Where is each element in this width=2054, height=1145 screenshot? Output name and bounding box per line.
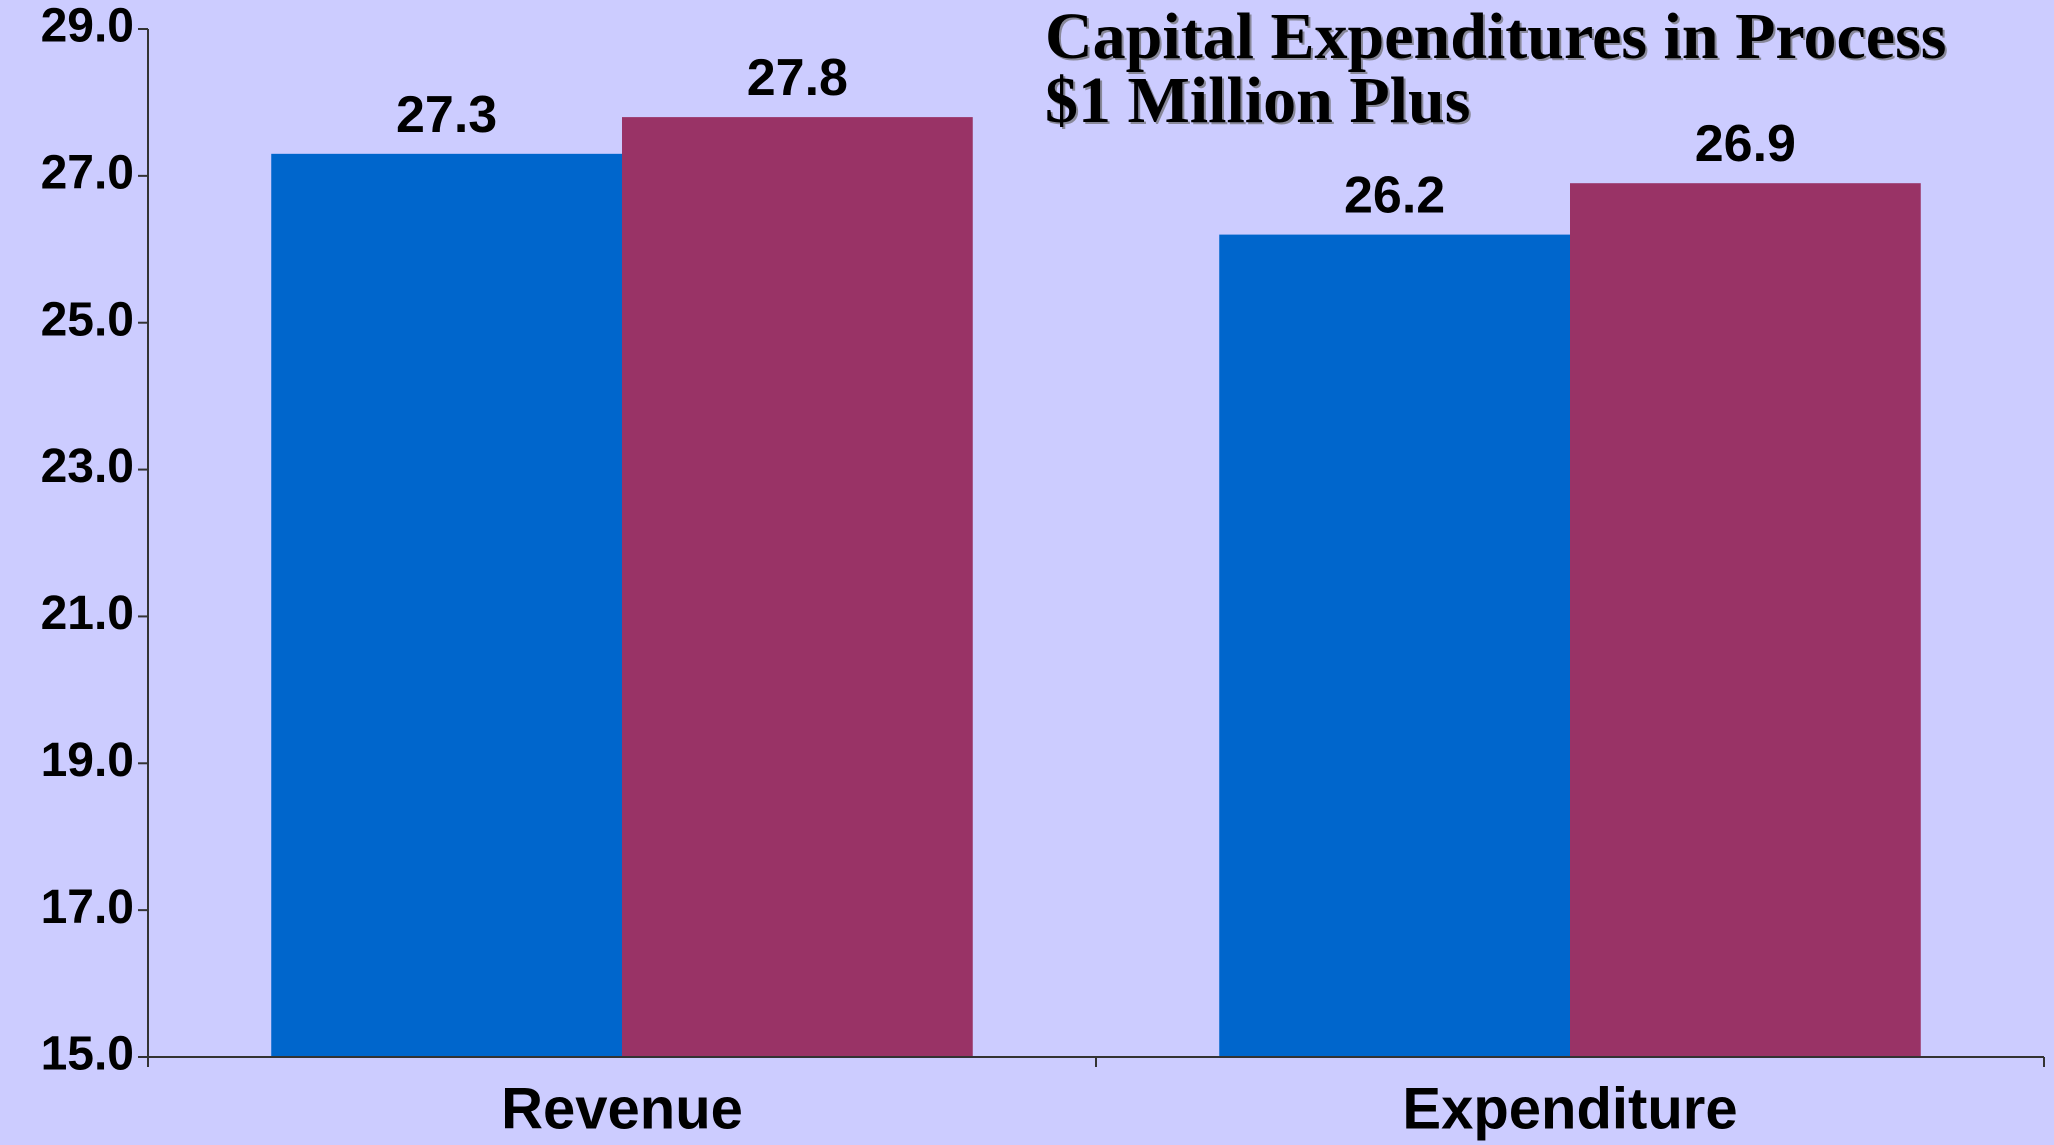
y-tick-label: 17.0: [41, 881, 134, 934]
y-tick-label: 19.0: [41, 734, 134, 787]
x-tick-label: Revenue: [501, 1076, 743, 1141]
data-label: 27.8: [747, 49, 848, 107]
data-label: 26.9: [1695, 115, 1796, 173]
bar: [622, 117, 973, 1058]
y-tick-label: 15.0: [41, 1028, 134, 1081]
data-label: 27.3: [396, 86, 497, 144]
bar: [1219, 234, 1570, 1058]
data-label: 26.2: [1344, 167, 1445, 225]
y-tick-label: 27.0: [41, 147, 134, 200]
chart-subtitle: $1 Million Plus: [1045, 64, 1470, 137]
chart-subtitle: Capital Expenditures in Process: [1045, 0, 1946, 73]
x-tick-label: Expenditure: [1402, 1076, 1737, 1141]
chart-title: Revenue Close to Forecast: [130, 0, 871, 11]
y-tick-label: 29.0: [41, 0, 134, 53]
bar: [1570, 183, 1921, 1057]
y-tick-label: 23.0: [41, 440, 134, 493]
y-tick-label: 21.0: [41, 587, 134, 640]
bar: [271, 153, 622, 1058]
y-tick-label: 25.0: [41, 293, 134, 346]
